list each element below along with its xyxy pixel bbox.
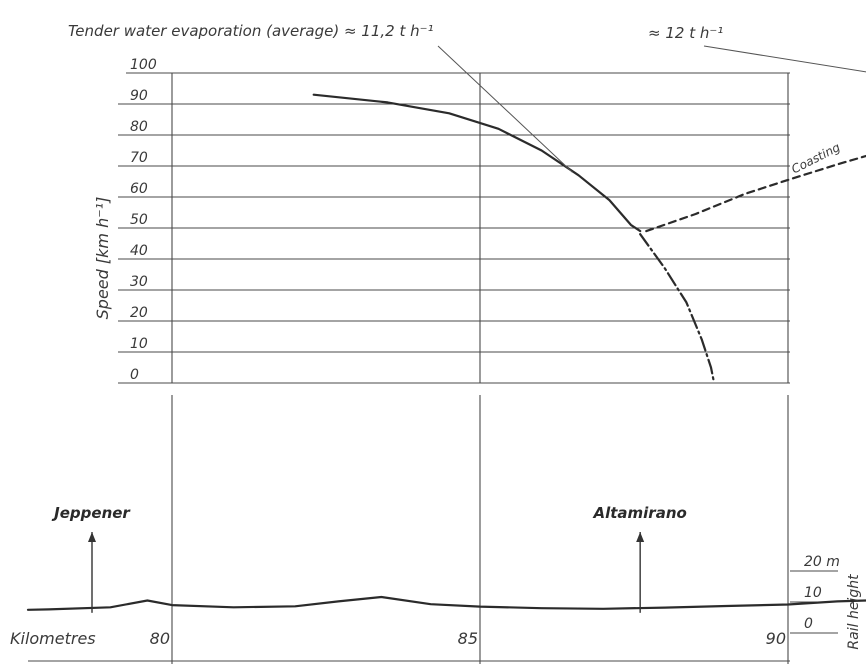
evaporation-annotation-right: ≈ 12 t h⁻¹ bbox=[648, 24, 723, 42]
speed-axis-label: Speed [km h⁻¹] bbox=[93, 197, 112, 320]
station-label-Jeppener: Jeppener bbox=[51, 504, 131, 522]
speed-tick-80: 80 bbox=[130, 119, 148, 135]
speed-tick-100: 100 bbox=[130, 57, 157, 73]
annotation-leaders bbox=[437, 45, 866, 173]
kilometres-axis-label: Kilometres bbox=[10, 629, 96, 648]
station-label-Altamirano: Altamirano bbox=[592, 504, 686, 522]
station-markers: JeppenerAltamiranoGándara bbox=[51, 504, 687, 613]
rail-profile-grid bbox=[28, 395, 790, 664]
speed-tick-0: 0 bbox=[130, 367, 139, 383]
speed-tick-20: 20 bbox=[130, 305, 148, 321]
rail-height-axis-label: Rail height bbox=[846, 574, 862, 650]
leader-evaporation-right bbox=[703, 45, 866, 73]
speed-curve-accel-Altamirano bbox=[639, 233, 716, 385]
leader-evaporation-left bbox=[437, 45, 573, 173]
rail-profile-path bbox=[26, 595, 866, 611]
evaporation-annotation-left: Tender water evaporation (average) ≈ 11,… bbox=[68, 22, 434, 40]
rail-height-tick-0: 0 bbox=[804, 616, 813, 632]
speed-grid bbox=[118, 72, 790, 384]
speed-tick-40: 40 bbox=[130, 243, 148, 259]
rail-height-tick-1: 10 bbox=[804, 585, 822, 601]
km-tick-85: 85 bbox=[458, 629, 478, 648]
speed-tick-70: 70 bbox=[130, 150, 148, 166]
speed-tick-60: 60 bbox=[130, 181, 148, 197]
km-tick-90: 90 bbox=[766, 629, 786, 648]
speed-tick-labels: 0 10 20 30 40 50 60 70 80 90 100 bbox=[130, 57, 157, 383]
speed-tick-90: 90 bbox=[130, 88, 148, 104]
speed-curves bbox=[312, 93, 866, 385]
kilometre-tick-labels: 80859095100 bbox=[150, 629, 786, 648]
speed-tick-30: 30 bbox=[130, 274, 148, 290]
speed-tick-10: 10 bbox=[130, 336, 148, 352]
km-tick-80: 80 bbox=[150, 629, 170, 648]
rail-profile-line bbox=[26, 595, 866, 611]
speed-curve-coasting bbox=[645, 154, 866, 233]
station-arrowhead-Altamirano bbox=[636, 532, 645, 542]
speed-tick-50: 50 bbox=[130, 212, 148, 228]
rail-height-tick-labels: 0 10 20 m bbox=[790, 554, 840, 634]
station-arrowhead-Jeppener bbox=[88, 532, 96, 542]
rail-height-tick-2: 20 m bbox=[804, 554, 840, 570]
speed-curve-departure-Jeppener bbox=[312, 93, 642, 233]
